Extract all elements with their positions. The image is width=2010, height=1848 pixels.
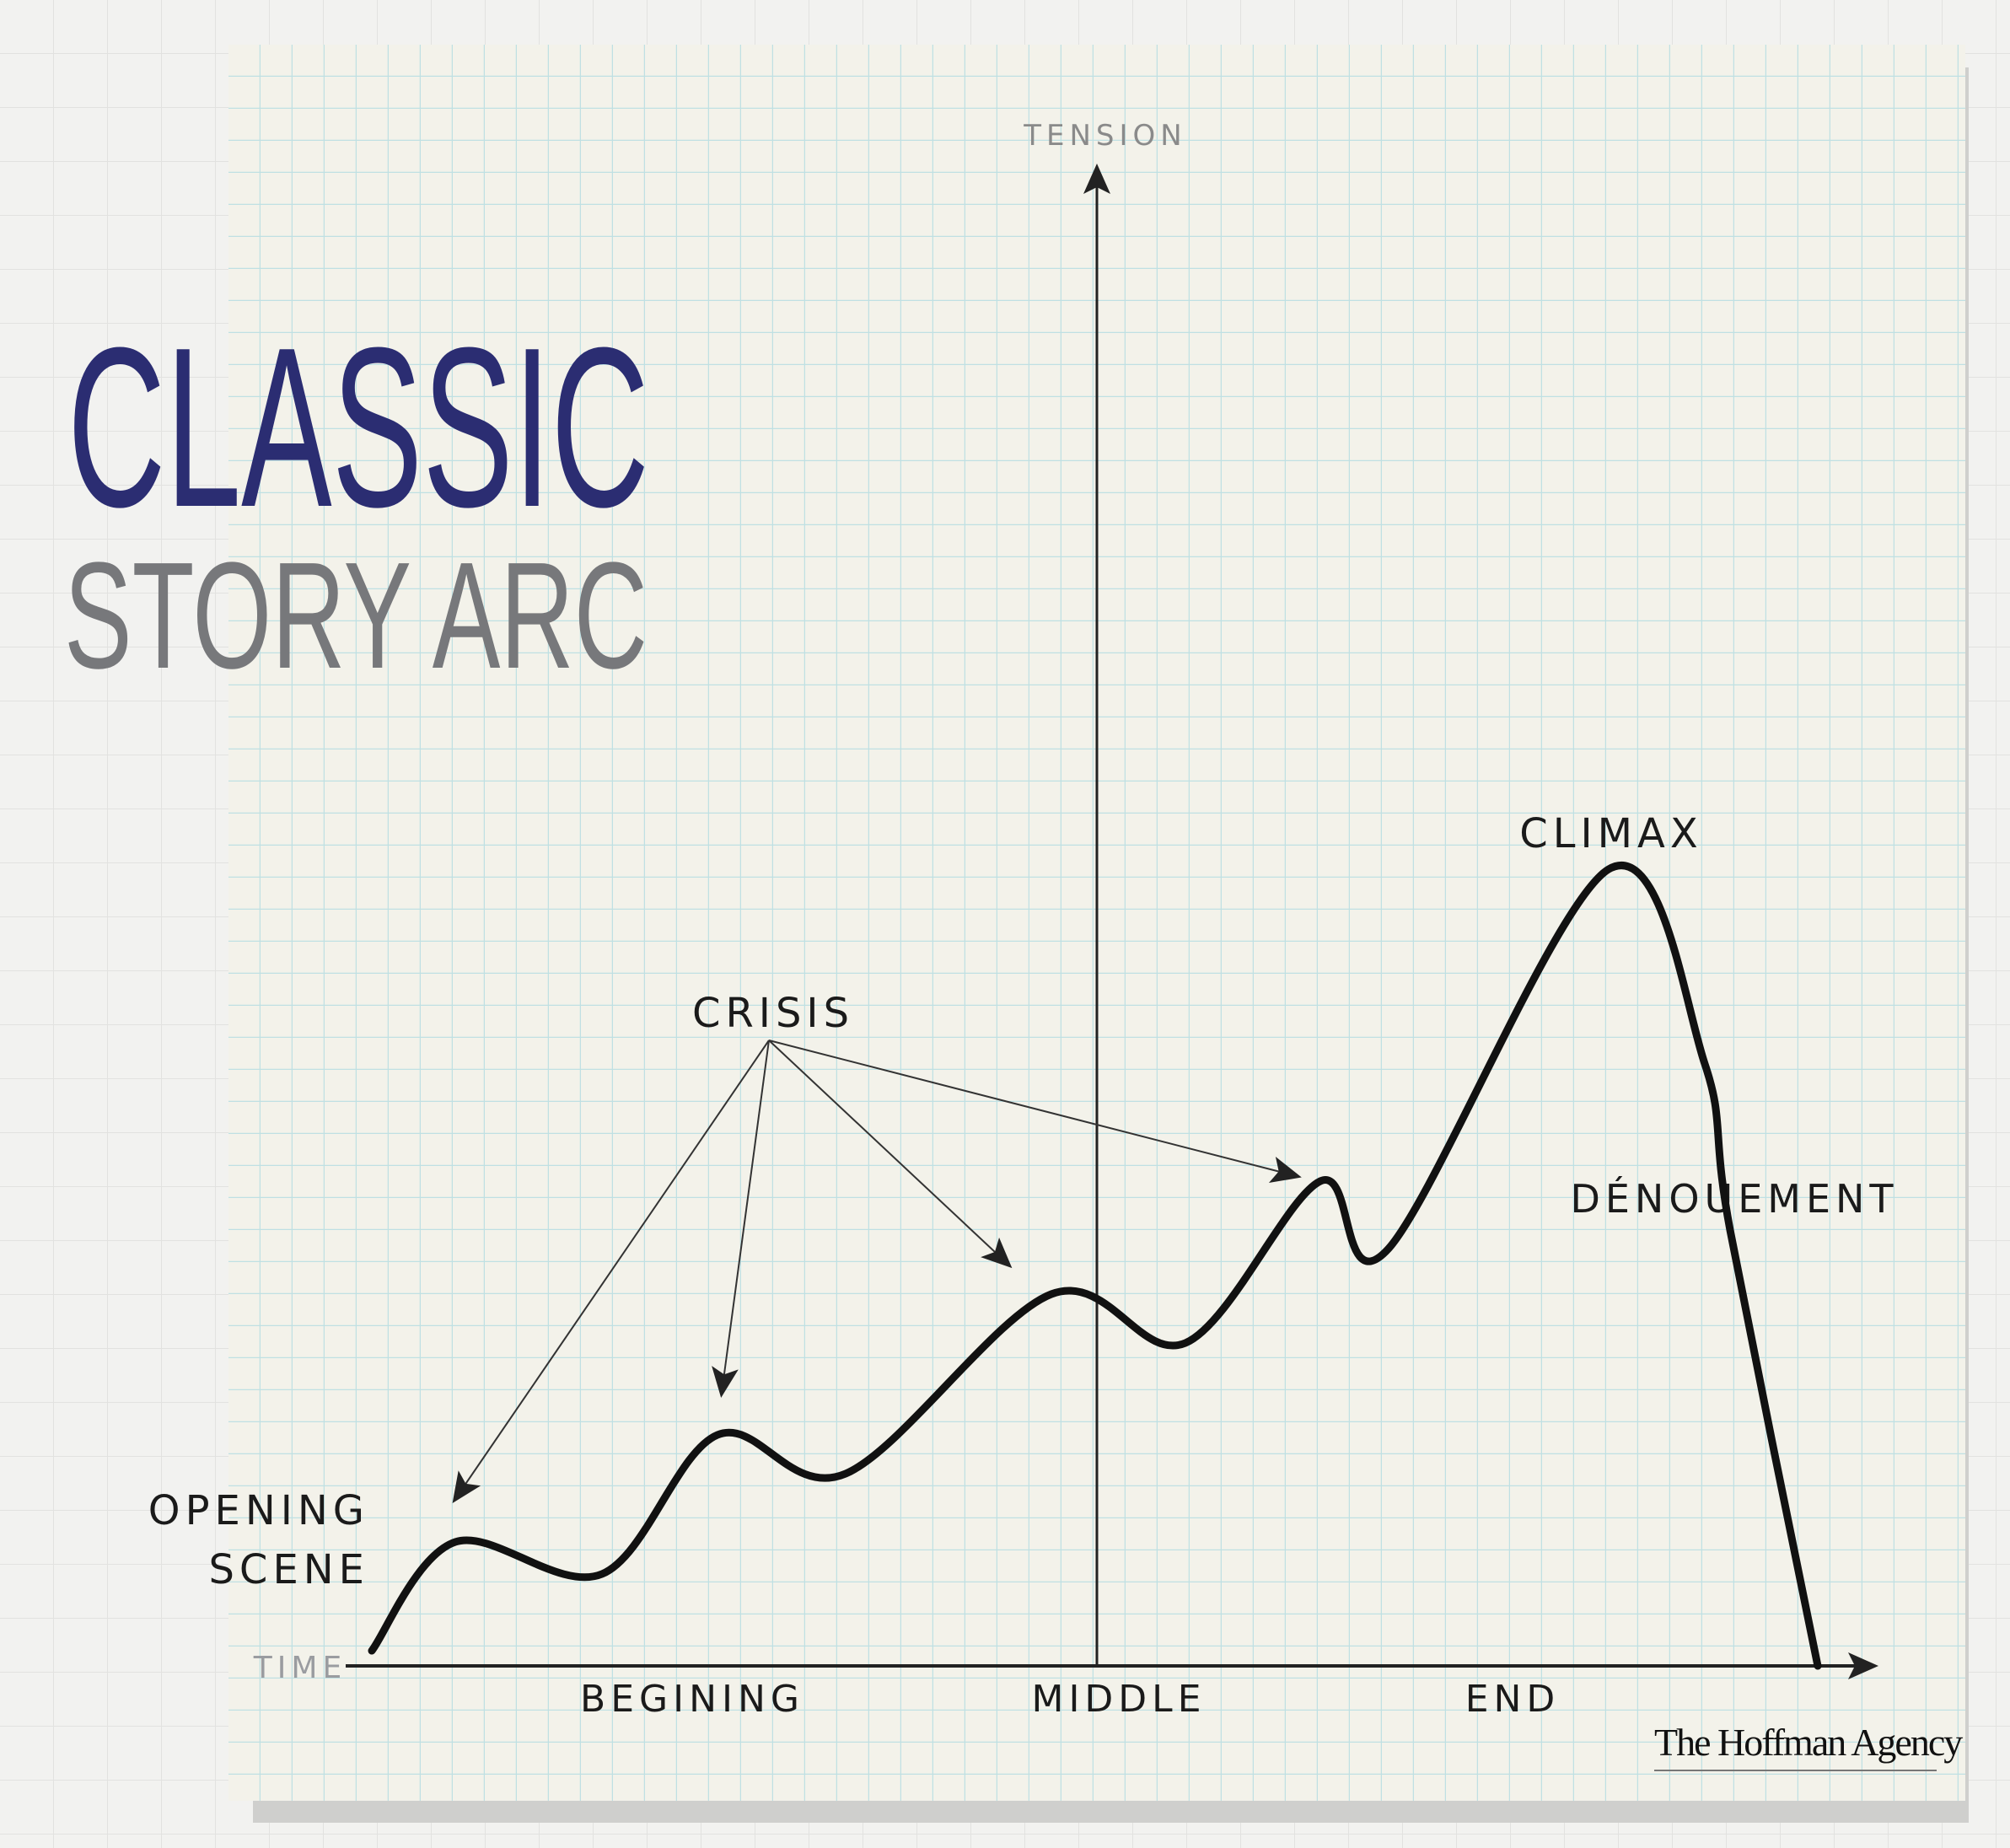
crisis-arrow-3 [768, 1040, 1013, 1269]
time-axis-label: TIME [253, 1651, 347, 1685]
crisis-arrows [452, 1040, 1302, 1503]
opening-scene-label-2: SCENE [208, 1546, 369, 1593]
opening-scene-label-1: OPENING [148, 1487, 369, 1534]
section-middle: MIDDLE [1031, 1678, 1206, 1721]
climax-label: CLIMAX [1519, 810, 1703, 857]
tension-axis-label: TENSION [1023, 119, 1187, 153]
hoffman-agency-logo: The Hoffman Agency [1654, 1721, 1963, 1764]
title-line-1: CLASSIC [67, 301, 649, 555]
crisis-label: CRISIS [692, 990, 854, 1037]
denouement-label: DÉNOUEMENT [1570, 1176, 1898, 1222]
story-arc-curve [368, 862, 1822, 1670]
section-beginning: BEGINING [580, 1678, 804, 1721]
crisis-arrow-1 [452, 1040, 770, 1503]
section-end: END [1465, 1678, 1561, 1721]
crisis-arrow-2 [712, 1040, 770, 1398]
title-line-2: STORY ARC [64, 531, 648, 701]
crisis-arrow-4 [768, 1040, 1302, 1184]
